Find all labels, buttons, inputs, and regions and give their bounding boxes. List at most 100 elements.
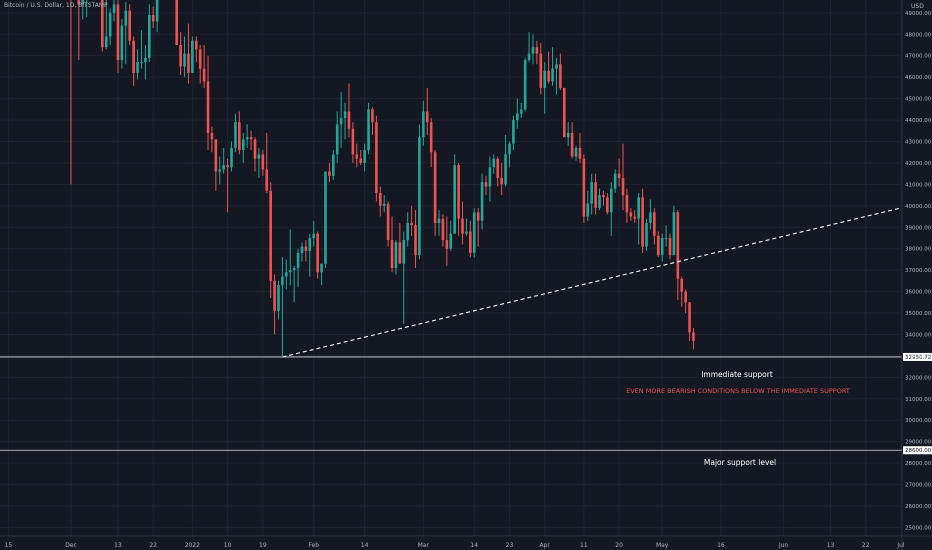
candle-body <box>586 203 590 217</box>
x-tick-label: 13 <box>827 542 835 549</box>
candle-body <box>398 242 402 264</box>
y-tick-label: 26000.00 <box>905 504 932 510</box>
candle-body <box>555 64 558 69</box>
candle-body <box>594 182 597 208</box>
candle-body <box>606 197 609 213</box>
candle-body <box>668 237 672 256</box>
candle-body <box>543 70 547 88</box>
time-axis[interactable]: 15 Dec 13 22 2022 10 19 Feb 14 Mar 14 23 Apr 11 20 May 1… <box>0 535 932 549</box>
candle-body <box>684 291 687 303</box>
immediate-support-label: Immediate support <box>701 370 773 379</box>
candle-body <box>469 231 472 253</box>
x-tick-label: Apr <box>540 542 551 549</box>
candle-body <box>324 171 327 264</box>
candle-body <box>656 235 660 256</box>
y-tick-label: 28000.00 <box>905 461 932 467</box>
candle-body <box>363 150 366 163</box>
price-axis-unit: USD <box>911 3 924 10</box>
candle-body <box>590 182 593 204</box>
y-tick-label: 47000.00 <box>905 54 932 60</box>
candle-body <box>218 169 222 172</box>
candle-body <box>351 128 355 155</box>
overlays: 32950.72 28600.00 Immediate support EVEN MO… <box>0 207 932 467</box>
candle-body <box>492 158 496 168</box>
candle-body <box>418 137 421 256</box>
y-tick-label: 25000.00 <box>905 525 932 531</box>
support-level-value: 28600.00 <box>905 448 932 454</box>
candle-body <box>672 212 676 256</box>
candle-body <box>335 124 339 155</box>
y-tick-label: 42000.00 <box>905 161 932 167</box>
candle-body <box>339 117 343 125</box>
candle-body <box>547 70 550 82</box>
candle-body <box>375 122 378 193</box>
y-tick-label: 44000.00 <box>905 118 932 124</box>
candle-body <box>598 195 601 208</box>
candle-body <box>140 62 143 64</box>
candle-body <box>367 109 370 151</box>
support-level-tag <box>903 352 932 361</box>
candle-body <box>539 53 543 88</box>
candle-body <box>660 237 664 256</box>
candle-body <box>531 47 535 54</box>
candle-body <box>570 132 574 157</box>
candle-body <box>504 154 507 185</box>
candle-body <box>633 216 637 219</box>
candle-body <box>429 122 433 153</box>
candle-body <box>461 218 464 234</box>
candle-body <box>645 222 648 247</box>
candle-body <box>300 246 304 253</box>
candle-body <box>535 47 539 54</box>
candle-body <box>484 182 488 187</box>
x-tick-label: 10 <box>224 542 232 549</box>
candle-body <box>441 218 445 241</box>
candle-body <box>609 188 613 213</box>
candle-body <box>602 195 605 198</box>
candle-body <box>281 276 284 286</box>
x-tick-label: Jul <box>896 542 905 549</box>
y-tick-label: 29000.00 <box>905 440 932 446</box>
x-tick-label: 11 <box>580 542 588 549</box>
x-tick-label: 2022 <box>185 542 200 549</box>
y-tick-label: 31000.00 <box>905 397 932 403</box>
x-tick-label: 23 <box>506 542 514 549</box>
y-tick-label: 38000.00 <box>905 247 932 253</box>
y-tick-label: 39000.00 <box>905 225 932 231</box>
candle-body <box>273 280 276 311</box>
candle-body <box>453 165 456 234</box>
y-tick-label: 36000.00 <box>905 290 932 296</box>
candle-body <box>148 15 151 58</box>
candle-body <box>386 203 390 241</box>
candle-body <box>653 212 656 236</box>
candle-body <box>527 53 531 61</box>
y-tick-label: 37000.00 <box>905 268 932 274</box>
candle-body <box>120 25 124 61</box>
candle-body <box>101 0 104 48</box>
candle-body <box>343 111 347 118</box>
y-tick-label: 43000.00 <box>905 140 932 146</box>
candle-body <box>112 4 116 13</box>
x-tick-label: 20 <box>615 542 623 549</box>
candle-body <box>77 0 81 5</box>
candle-body <box>316 233 319 273</box>
y-tick-label: 34000.00 <box>905 332 932 338</box>
chart-title: Bitcoin / U.S. Dollar, 1D, BITSTAMP <box>4 2 108 9</box>
candle-body <box>320 263 323 273</box>
candle-body <box>625 195 629 213</box>
candle-body <box>512 120 515 144</box>
candle-body <box>108 12 112 37</box>
candle-body <box>500 177 503 185</box>
candle-body <box>390 240 394 268</box>
candle-body <box>328 171 331 176</box>
candle-body <box>688 302 691 333</box>
y-tick-label: 41000.00 <box>905 182 932 188</box>
price-axis[interactable]: 25000.00 26000.00 27000.00 28000.00 29000.00… <box>901 0 932 550</box>
x-tick-label: 13 <box>114 542 122 549</box>
x-tick-label: 15 <box>5 542 13 549</box>
candle-body <box>261 154 265 170</box>
candle-body <box>406 222 409 241</box>
candle-body <box>136 62 139 73</box>
candle-body <box>422 111 425 138</box>
candle-body <box>194 40 198 50</box>
